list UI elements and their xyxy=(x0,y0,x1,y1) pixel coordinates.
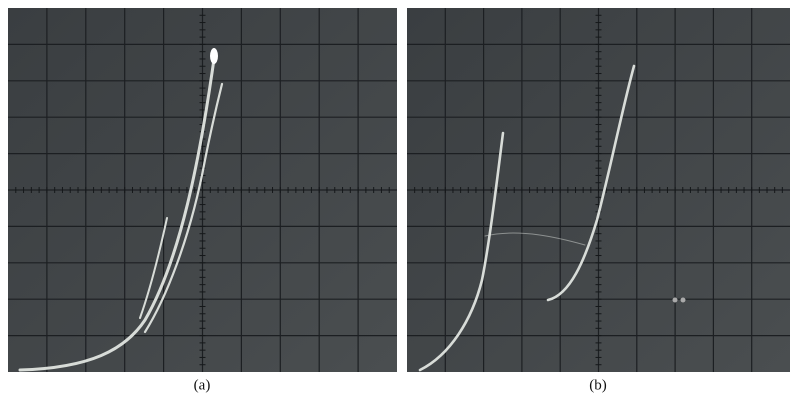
grid xyxy=(407,8,790,372)
caption: (b) xyxy=(589,377,607,393)
caption: (a) xyxy=(194,377,211,393)
trace xyxy=(484,232,586,246)
trace-spot xyxy=(210,48,218,64)
trace xyxy=(18,50,217,372)
trace-spot xyxy=(680,297,686,303)
panel-b: (b) xyxy=(407,8,790,393)
trace xyxy=(546,64,636,302)
trace-spot xyxy=(672,297,678,303)
grid xyxy=(8,8,397,372)
panel-a: (a) xyxy=(8,8,397,393)
trace xyxy=(139,217,168,319)
trace xyxy=(143,82,224,334)
trace xyxy=(418,131,505,372)
